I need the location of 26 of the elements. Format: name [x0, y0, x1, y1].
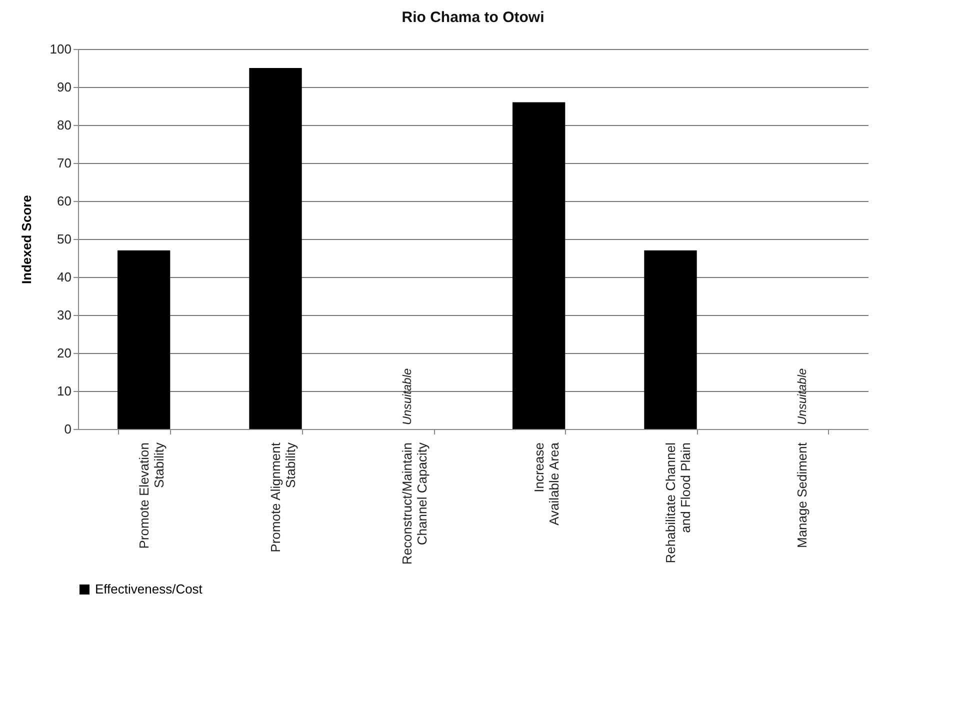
y-tick-label: 10 [57, 384, 72, 398]
x-tick-label: Promote Alignment Stability [268, 442, 298, 552]
bar [118, 250, 170, 429]
bar [644, 250, 697, 429]
chart-title: Rio Chama to Otowi [402, 9, 544, 26]
x-tick-label: Reconstruct/Maintain Channel Capacity [400, 442, 430, 565]
x-tick-label: Increase Available Area [531, 442, 562, 526]
y-tick-label: 30 [57, 308, 72, 322]
y-tick-label: 40 [57, 270, 72, 284]
bar [249, 68, 302, 429]
x-tick-label: Promote Elevation Stability [136, 442, 166, 549]
y-tick-label: 90 [57, 80, 72, 94]
x-tick-label: Rehabilitate Channel and Flood Plain [663, 442, 693, 564]
annotation: Unsuitable [400, 368, 414, 425]
y-tick-label: 80 [57, 118, 72, 132]
bar [512, 102, 566, 429]
y-tick-label: 0 [64, 422, 72, 436]
y-tick-label: 50 [57, 232, 72, 246]
y-tick-label: 70 [57, 156, 72, 170]
x-tick-label: Manage Sediment [794, 442, 810, 548]
annotation: Unsuitable [795, 368, 810, 425]
legend-label: Effectiveness/Cost [95, 582, 203, 596]
y-tick-label: 20 [57, 346, 72, 360]
y-tick-label: 60 [57, 194, 72, 208]
y-axis-title: Indexed Score [18, 195, 34, 284]
y-tick-label: 100 [50, 42, 72, 56]
